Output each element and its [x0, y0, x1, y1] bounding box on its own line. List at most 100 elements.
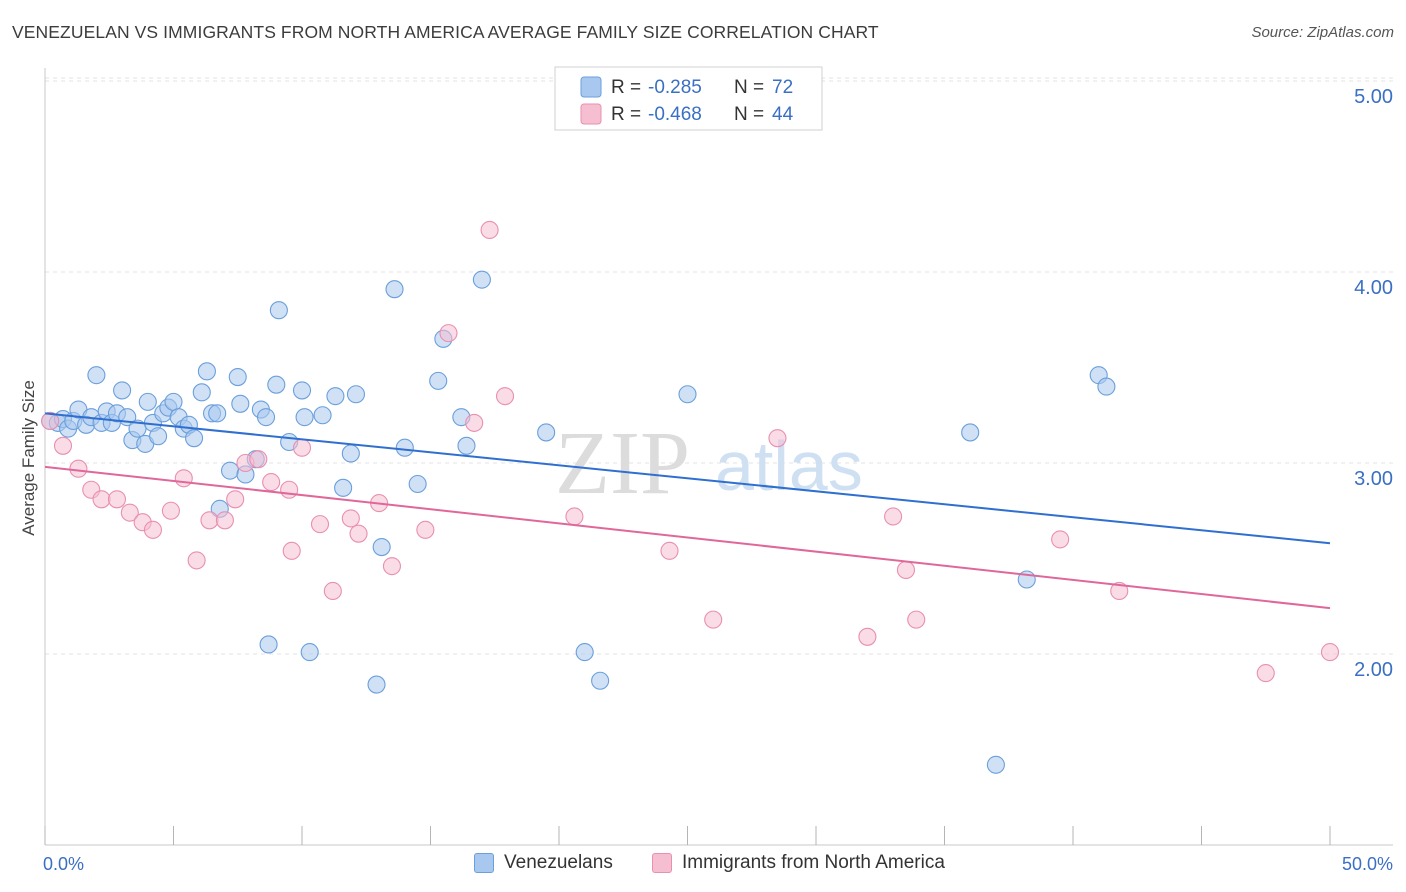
immigrant-point — [323, 581, 342, 601]
immigrant-point — [341, 509, 360, 528]
immigrant-point — [704, 610, 723, 629]
venezuelan-point — [537, 423, 556, 442]
immigrant-point — [349, 524, 368, 543]
immigrant-point — [200, 511, 219, 530]
venezuelan-point — [372, 537, 391, 557]
immigrant-point — [187, 551, 206, 570]
y-tick-label: 3.00 — [1354, 468, 1393, 490]
immigrant-point — [120, 503, 139, 522]
venezuelan-point — [1097, 377, 1116, 396]
venezuelan-point — [326, 387, 345, 406]
venezuelan-point — [341, 444, 360, 463]
watermark-zip: ZIP — [555, 414, 690, 513]
y-tick-label: 4.00 — [1354, 277, 1393, 299]
correlation-legend: R = -0.285 N = 72 R = -0.468 N = 44 — [554, 66, 823, 131]
venezuelan-point — [575, 643, 594, 662]
immigrant-point — [1110, 581, 1129, 601]
venezuelan-point — [313, 406, 332, 425]
y-axis-title: Average Family Size — [19, 380, 38, 536]
immigrant-point — [262, 473, 281, 492]
axes: 2.00 3.00 4.00 5.00 0.0% 50.0% — [43, 68, 1393, 874]
immigrant-point — [858, 627, 877, 646]
venezuelan-point — [395, 438, 414, 457]
immigrant-point — [465, 413, 484, 432]
immigrant-point — [495, 387, 515, 406]
immigrant-point — [41, 411, 60, 431]
immigrant-point — [907, 610, 926, 629]
venezuelan-point — [231, 394, 250, 413]
venezuelan-point — [267, 375, 286, 394]
immigrant-trend-line — [44, 465, 1331, 610]
venezuelan-point — [164, 392, 183, 411]
venezuelan-point — [678, 385, 697, 404]
venezuelan-point — [385, 280, 404, 299]
trend-lines — [44, 412, 1331, 610]
legend-n-label-2: N = — [734, 104, 764, 125]
immigrant-point — [69, 459, 88, 478]
venezuelan-point — [220, 461, 240, 480]
legend-r-value-1: -0.285 — [648, 77, 702, 98]
chart-title: VENEZUELAN VS IMMIGRANTS FROM NORTH AMER… — [12, 22, 879, 42]
x-tick-label: 50.0% — [1342, 854, 1393, 874]
venezuelan-point — [961, 423, 980, 442]
venezuelan-trend-line — [44, 412, 1331, 545]
watermark-atlas: atlas — [715, 427, 863, 505]
immigrant-point — [1320, 643, 1340, 662]
venezuelan-point — [591, 671, 610, 690]
venezuelan-point — [429, 371, 448, 390]
immigrant-point — [249, 450, 268, 469]
y-tick-label: 2.00 — [1354, 659, 1393, 681]
immigrant-point — [1256, 664, 1275, 683]
immigrant-point — [107, 490, 127, 509]
venezuelan-point — [149, 427, 168, 446]
legend-n-value-1: 72 — [772, 77, 793, 98]
legend-n-label-1: N = — [734, 77, 764, 98]
legend-swatch-pink — [580, 103, 602, 125]
immigrant-point — [226, 490, 245, 509]
series-legend: Venezuelans Immigrants from North Americ… — [0, 852, 1406, 880]
venezuelan-point — [367, 675, 386, 694]
immigrant-point — [280, 480, 299, 499]
legend-r-value-2: -0.468 — [648, 104, 702, 125]
venezuelan-point — [208, 404, 227, 423]
immigrant-point — [310, 515, 330, 534]
legend-item-venezuelans: Venezuelans — [474, 852, 613, 874]
venezuelan-point — [259, 635, 278, 654]
immigrant-point — [416, 520, 435, 539]
legend-swatch-venezuelans — [474, 853, 494, 873]
legend-swatch-immigrants — [652, 853, 672, 873]
immigrant-point — [480, 220, 499, 240]
grid-lines — [45, 77, 1393, 655]
immigrant-point — [292, 438, 312, 457]
venezuelan-point — [113, 381, 132, 400]
venezuelan-point — [185, 429, 204, 448]
immigrant-point — [382, 557, 402, 576]
immigrant-point — [1051, 530, 1070, 549]
data-points — [41, 220, 1340, 774]
legend-r-label-1: R = — [611, 77, 641, 98]
legend-r-label-2: R = — [611, 104, 641, 125]
immigrant-point — [92, 490, 111, 509]
immigrant-point — [565, 507, 584, 526]
immigrant-point — [161, 501, 180, 520]
legend-swatch-blue — [580, 76, 602, 98]
chart-source: Source: ZipAtlas.com — [1251, 24, 1394, 41]
x-tick-label: 0.0% — [43, 854, 84, 874]
immigrant-point — [660, 541, 679, 560]
venezuelan-point — [408, 474, 427, 494]
venezuelan-point — [138, 392, 157, 411]
immigrant-point — [896, 560, 916, 580]
immigrant-point — [282, 541, 301, 560]
legend-label-venezuelans: Venezuelans — [504, 852, 613, 873]
venezuelan-point — [269, 301, 288, 320]
venezuelan-point — [346, 385, 366, 404]
immigrant-point — [884, 507, 903, 526]
venezuelan-point — [300, 643, 319, 662]
immigrant-point — [174, 469, 193, 488]
venezuelan-point — [334, 478, 353, 497]
immigrant-point — [53, 436, 73, 455]
venezuelan-point — [197, 362, 216, 381]
immigrant-point — [768, 429, 787, 448]
venezuelan-point — [192, 383, 211, 402]
